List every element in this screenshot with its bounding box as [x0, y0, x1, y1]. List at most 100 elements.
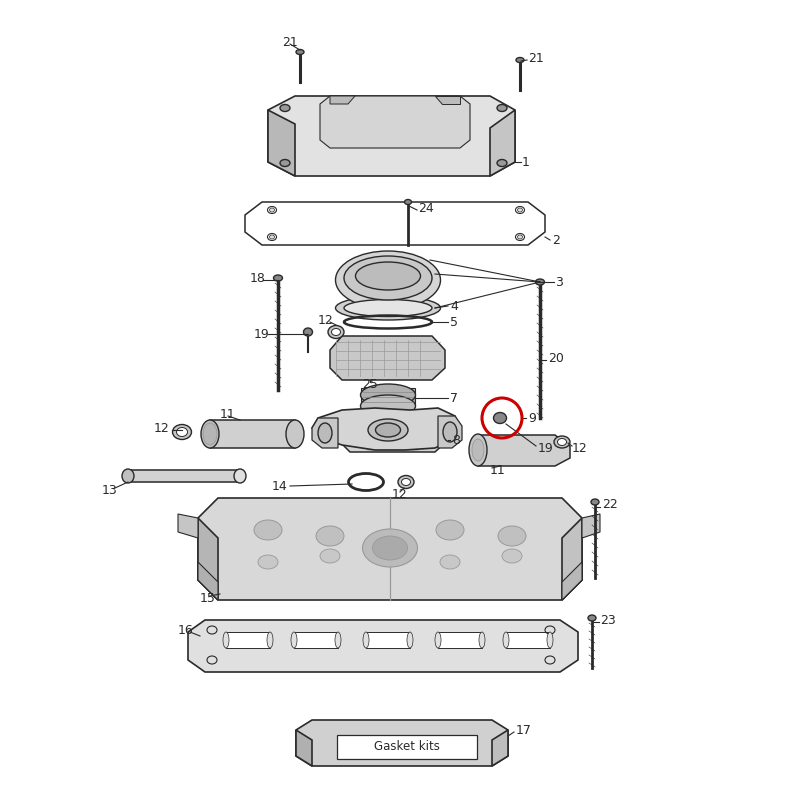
Polygon shape: [178, 514, 198, 538]
Text: 1: 1: [522, 155, 530, 169]
Text: 9: 9: [528, 411, 536, 425]
Polygon shape: [582, 514, 600, 538]
Polygon shape: [210, 420, 295, 448]
Polygon shape: [128, 470, 240, 482]
Polygon shape: [294, 632, 338, 648]
Polygon shape: [562, 562, 582, 600]
Polygon shape: [268, 110, 295, 176]
Ellipse shape: [270, 235, 274, 239]
Ellipse shape: [402, 478, 410, 486]
Polygon shape: [338, 415, 448, 452]
Ellipse shape: [254, 520, 282, 540]
Ellipse shape: [469, 434, 487, 466]
Ellipse shape: [280, 105, 290, 111]
Ellipse shape: [497, 105, 507, 111]
Ellipse shape: [502, 549, 522, 563]
Text: 15: 15: [200, 591, 216, 605]
Polygon shape: [188, 620, 578, 672]
Text: 19: 19: [254, 327, 270, 341]
Text: 8: 8: [452, 434, 460, 446]
Ellipse shape: [407, 632, 413, 648]
Ellipse shape: [472, 439, 484, 461]
Text: 12: 12: [318, 314, 334, 326]
Polygon shape: [438, 632, 482, 648]
Ellipse shape: [318, 423, 332, 443]
Ellipse shape: [234, 469, 246, 483]
Text: 12: 12: [392, 487, 408, 501]
Text: 14: 14: [272, 479, 288, 493]
Ellipse shape: [286, 420, 304, 448]
Ellipse shape: [122, 469, 134, 483]
Ellipse shape: [591, 499, 599, 505]
Polygon shape: [268, 96, 515, 176]
Ellipse shape: [368, 419, 408, 441]
Text: 5: 5: [450, 315, 458, 329]
Text: 21: 21: [282, 35, 298, 49]
Ellipse shape: [498, 526, 526, 546]
Polygon shape: [198, 562, 218, 600]
Ellipse shape: [479, 632, 485, 648]
Ellipse shape: [258, 555, 278, 569]
Polygon shape: [435, 96, 460, 104]
Ellipse shape: [331, 329, 341, 335]
Ellipse shape: [344, 256, 432, 300]
Text: 21: 21: [528, 51, 544, 65]
Ellipse shape: [316, 526, 344, 546]
Ellipse shape: [291, 632, 297, 648]
Text: 12: 12: [154, 422, 170, 434]
Ellipse shape: [363, 632, 369, 648]
Text: 23: 23: [600, 614, 616, 626]
Ellipse shape: [494, 413, 506, 423]
Ellipse shape: [518, 235, 522, 239]
Ellipse shape: [355, 262, 421, 290]
Polygon shape: [330, 96, 355, 104]
Ellipse shape: [516, 58, 524, 62]
Ellipse shape: [361, 384, 415, 406]
Ellipse shape: [362, 529, 418, 567]
Ellipse shape: [375, 423, 401, 437]
Polygon shape: [506, 632, 550, 648]
Text: Gasket kits: Gasket kits: [374, 741, 440, 754]
Polygon shape: [312, 408, 460, 450]
Ellipse shape: [398, 475, 414, 489]
Polygon shape: [226, 632, 270, 648]
Text: 13: 13: [102, 483, 118, 497]
Ellipse shape: [270, 208, 274, 212]
Ellipse shape: [436, 520, 464, 540]
Polygon shape: [490, 110, 515, 176]
Polygon shape: [438, 416, 462, 448]
Ellipse shape: [335, 251, 441, 309]
Ellipse shape: [588, 615, 596, 621]
Polygon shape: [492, 730, 508, 766]
Ellipse shape: [344, 299, 432, 317]
Ellipse shape: [328, 326, 344, 338]
Polygon shape: [198, 498, 582, 600]
Ellipse shape: [335, 632, 341, 648]
Text: 19: 19: [538, 442, 554, 454]
Ellipse shape: [320, 549, 340, 563]
Text: 4: 4: [450, 299, 458, 313]
Polygon shape: [312, 418, 338, 448]
Ellipse shape: [435, 632, 441, 648]
Ellipse shape: [280, 159, 290, 166]
Ellipse shape: [443, 422, 457, 442]
Polygon shape: [562, 518, 582, 600]
Ellipse shape: [535, 279, 545, 285]
Ellipse shape: [267, 632, 273, 648]
Text: 11: 11: [220, 407, 236, 421]
Ellipse shape: [177, 427, 187, 437]
Ellipse shape: [303, 328, 313, 336]
Text: 17: 17: [516, 723, 532, 737]
Ellipse shape: [173, 425, 191, 439]
Text: 11: 11: [490, 463, 506, 477]
Text: 20: 20: [548, 351, 564, 365]
Text: 2: 2: [552, 234, 560, 246]
Polygon shape: [366, 632, 410, 648]
Ellipse shape: [554, 436, 570, 448]
Text: 24: 24: [418, 202, 434, 214]
Ellipse shape: [201, 420, 219, 448]
Ellipse shape: [547, 632, 553, 648]
FancyBboxPatch shape: [337, 735, 477, 759]
Ellipse shape: [440, 555, 460, 569]
Text: 25: 25: [362, 378, 378, 390]
